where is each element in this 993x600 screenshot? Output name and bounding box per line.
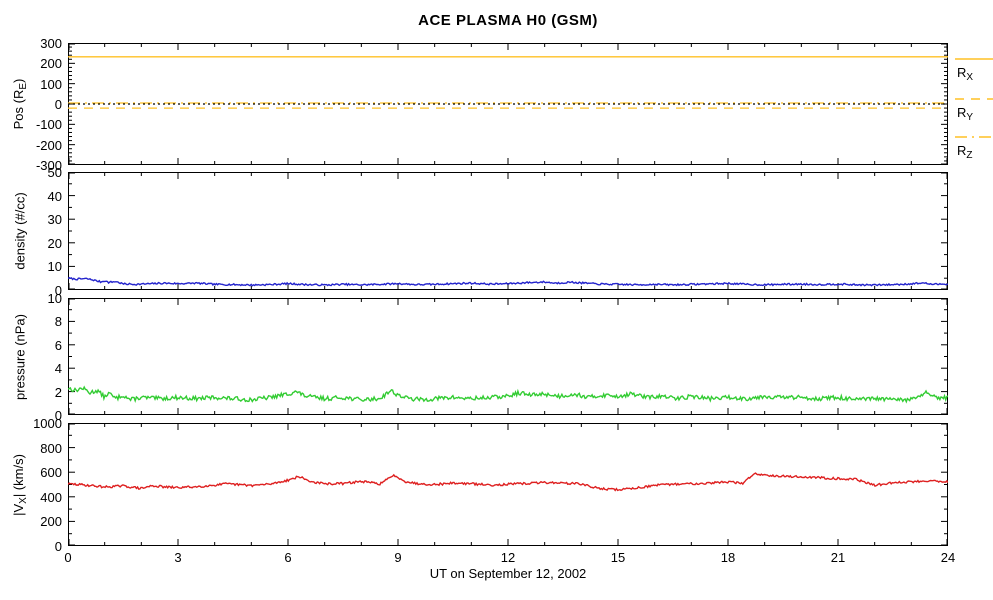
y-tick-label: -300 <box>35 158 62 173</box>
legend-line-R_Y <box>955 98 993 100</box>
y-tick-label: 0 <box>54 283 62 298</box>
y-tick-label: 10 <box>47 259 62 275</box>
y-tick-label: 1000 <box>33 416 62 431</box>
panel-velocity <box>68 423 948 546</box>
legend-label-R_X: RX <box>957 65 974 83</box>
x-tick-label: 18 <box>720 550 736 565</box>
y-tick-label: 4 <box>54 361 62 377</box>
y-tick-label: 6 <box>54 337 62 353</box>
trace-pressure-trace <box>68 385 948 404</box>
panel-position-plot-area <box>68 43 948 165</box>
x-tick-label: 15 <box>610 550 626 565</box>
y-tick-label: 0 <box>54 97 62 112</box>
panel-pressure-plot-area <box>68 298 948 415</box>
panel-velocity-plot-area <box>68 423 948 546</box>
panel-pressure <box>68 298 948 415</box>
y-tick-label: 800 <box>40 440 62 456</box>
y-axis-label-density: density (#/cc) <box>12 192 28 270</box>
y-tick-label: 40 <box>47 188 62 204</box>
y-axis-label-velocity: |VX| (km/s) <box>11 453 29 516</box>
y-tick-label: 50 <box>47 165 62 180</box>
y-tick-label: 100 <box>40 76 62 92</box>
y-tick-label: 200 <box>40 514 62 530</box>
y-tick-label: 200 <box>40 56 62 72</box>
position-legend: RX RY RZ <box>953 43 993 173</box>
y-tick-label: -200 <box>35 137 62 153</box>
legend-label-R_Y: RY <box>957 105 974 123</box>
x-tick-label: 6 <box>284 550 292 565</box>
y-tick-label: -100 <box>35 117 62 133</box>
x-tick-label: 3 <box>174 550 182 565</box>
x-axis-label: UT on September 12, 2002 <box>429 566 587 581</box>
y-tick-label: 20 <box>47 235 62 251</box>
y-tick-label: 300 <box>40 36 62 51</box>
x-tick-label: 0 <box>64 550 72 565</box>
y-tick-label: 400 <box>40 489 62 505</box>
legend-line-R_X <box>955 58 993 60</box>
y-tick-label: 8 <box>54 314 62 330</box>
y-tick-label: 10 <box>47 291 62 306</box>
panel-position <box>68 43 948 165</box>
panel-density-plot-area <box>68 172 948 290</box>
legend-line-R_Z <box>955 136 993 138</box>
x-tick-label: 24 <box>940 550 956 565</box>
trace-vx-trace <box>68 472 948 492</box>
legend-label-R_Z: RZ <box>957 143 973 161</box>
x-tick-label: 12 <box>500 550 516 565</box>
y-tick-label: 2 <box>54 384 62 400</box>
y-tick-label: 600 <box>40 465 62 481</box>
x-tick-label: 21 <box>830 550 846 565</box>
panel-frame <box>68 172 948 290</box>
x-tick-label: 9 <box>394 550 402 565</box>
y-tick-label: 30 <box>47 212 62 228</box>
y-tick-label: 0 <box>54 408 62 423</box>
plot-title: ACE PLASMA H0 (GSM) <box>418 12 598 29</box>
panel-density <box>68 172 948 290</box>
trace-density-trace <box>68 276 948 287</box>
y-tick-label: 0 <box>54 539 62 554</box>
